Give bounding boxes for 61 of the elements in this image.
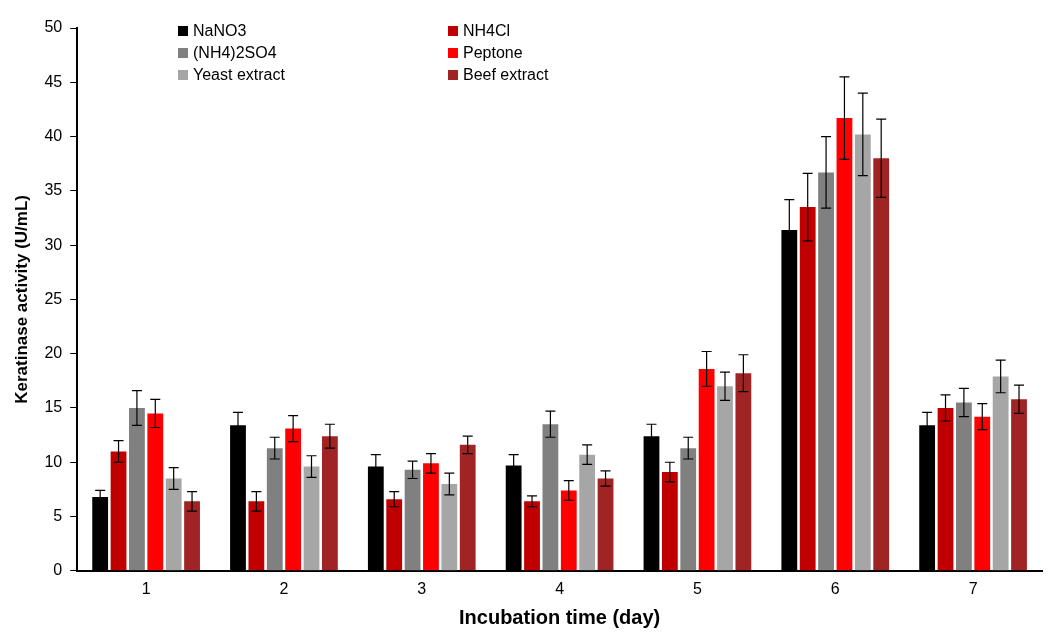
y-tick-label: 45	[44, 72, 63, 90]
y-tick-label: 35	[44, 181, 63, 199]
y-tick-label: 40	[44, 126, 63, 144]
y-tick-label: 30	[44, 235, 63, 253]
y-tick-label: 10	[44, 452, 63, 470]
legend-label: Beef extract	[463, 66, 549, 84]
bar	[184, 501, 200, 571]
bar	[560, 490, 577, 571]
y-tick-label: 25	[44, 289, 63, 307]
bar	[698, 368, 715, 571]
bar	[735, 373, 752, 571]
bar	[248, 501, 265, 571]
bar	[661, 472, 678, 571]
x-tick-label: 4	[555, 579, 565, 597]
bar	[597, 478, 614, 571]
bar	[542, 424, 559, 571]
legend-label: NaNO3	[193, 22, 247, 40]
x-tick-label: 7	[968, 579, 978, 597]
y-tick-label: 50	[44, 18, 63, 36]
bar	[165, 478, 182, 571]
bar	[266, 448, 283, 571]
x-tick-label: 2	[279, 579, 289, 597]
bar	[818, 172, 834, 571]
x-tick-label: 5	[692, 579, 702, 597]
bar	[937, 407, 954, 571]
x-axis-title: Incubation time (day)	[459, 605, 661, 628]
bar	[854, 134, 871, 571]
legend-label: Peptone	[463, 44, 523, 62]
bar	[459, 444, 476, 571]
bar	[974, 416, 991, 571]
x-tick-label: 6	[830, 579, 840, 597]
y-axis-title: Keratinase activity (U/mL)	[11, 195, 31, 404]
bar	[147, 413, 164, 571]
y-tick-label: 0	[53, 561, 63, 579]
y-tick-label: 15	[44, 398, 63, 416]
bar	[129, 407, 145, 571]
y-tick-label: 5	[53, 506, 63, 524]
legend-label: Yeast extract	[193, 66, 285, 84]
y-tick-label: 20	[44, 344, 63, 362]
bar	[873, 158, 890, 571]
bar	[524, 501, 540, 571]
bar	[321, 436, 338, 571]
bar	[680, 448, 697, 571]
bar	[992, 376, 1009, 571]
bar	[386, 499, 403, 571]
bar	[423, 463, 439, 571]
bar	[404, 469, 421, 571]
legend-label: (NH4)2SO4	[193, 44, 277, 62]
bar	[717, 386, 733, 571]
bar	[441, 483, 458, 571]
bar	[303, 466, 320, 571]
bar	[579, 454, 596, 571]
x-tick-label: 3	[417, 579, 427, 597]
bar	[956, 402, 972, 571]
legend-label: NH4Cl	[463, 22, 511, 40]
bar	[836, 118, 853, 571]
bar	[1011, 399, 1027, 571]
bar	[799, 207, 816, 571]
bar	[110, 451, 127, 571]
x-tick-label: 1	[141, 579, 151, 597]
bar	[285, 428, 302, 571]
